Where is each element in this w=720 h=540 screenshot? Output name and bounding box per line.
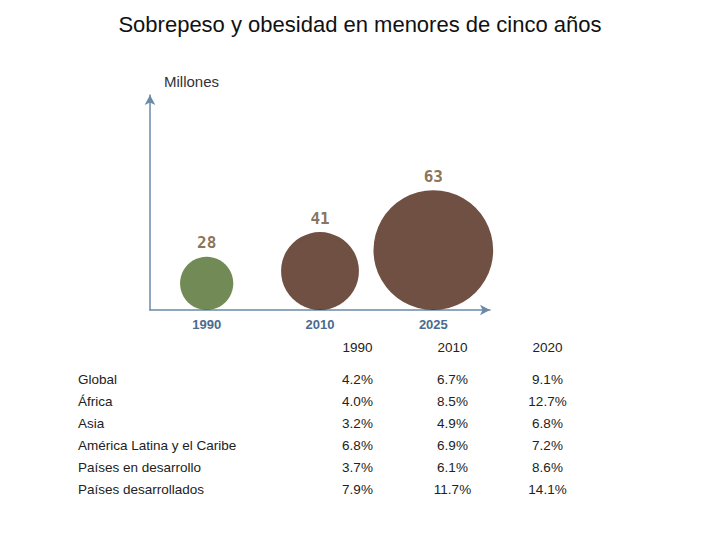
svg-text:2025: 2025	[419, 317, 448, 332]
html-text:1990: 1990	[342, 340, 373, 355]
html-text:6.8%: 6.8%	[342, 437, 373, 453]
html-text:3.7%: 3.7%	[342, 459, 373, 475]
html-text:14.1%: 14.1%	[528, 481, 567, 497]
html-text:6.7%: 6.7%	[437, 371, 468, 387]
svg-text:63: 63	[424, 167, 443, 186]
html-text:Países en desarrollo: Países en desarrollo	[78, 459, 202, 475]
html-text:8.6%: 8.6%	[532, 459, 563, 475]
html-text:3.2%: 3.2%	[342, 415, 373, 431]
html-text:2020: 2020	[532, 340, 563, 355]
html-text:4.2%: 4.2%	[342, 371, 373, 387]
html-text:11.7%: 11.7%	[433, 481, 472, 497]
html-text:7.2%: 7.2%	[532, 437, 563, 453]
html-text:12.7%: 12.7%	[528, 393, 567, 409]
html-text:África: África	[78, 393, 113, 409]
html-text:Asia: Asia	[78, 415, 105, 431]
html-text:2010: 2010	[437, 340, 468, 355]
html-text:6.9%: 6.9%	[437, 437, 468, 453]
html-text:8.5%: 8.5%	[437, 393, 468, 409]
html-text:6.8%: 6.8%	[532, 415, 563, 431]
svg-text:2010: 2010	[306, 317, 335, 332]
html-text:9.1%: 9.1%	[532, 371, 563, 387]
html-text:7.9%: 7.9%	[342, 481, 373, 497]
html-text:América Latina y el Caribe: América Latina y el Caribe	[78, 437, 237, 453]
svg-text:41: 41	[310, 209, 329, 228]
html-text:Países desarrollados: Países desarrollados	[78, 481, 205, 497]
svg-text:28: 28	[197, 233, 216, 252]
html-text:4.9%: 4.9%	[437, 415, 468, 431]
svg-text:1990: 1990	[192, 317, 221, 332]
html-text:Global: Global	[78, 371, 117, 387]
svg-text:Millones: Millones	[164, 73, 219, 90]
html-text:4.0%: 4.0%	[342, 393, 373, 409]
html-text:Sobrepeso y obesidad en menore: Sobrepeso y obesidad en menores de cinco…	[118, 12, 602, 37]
html-text:6.1%: 6.1%	[437, 459, 468, 475]
